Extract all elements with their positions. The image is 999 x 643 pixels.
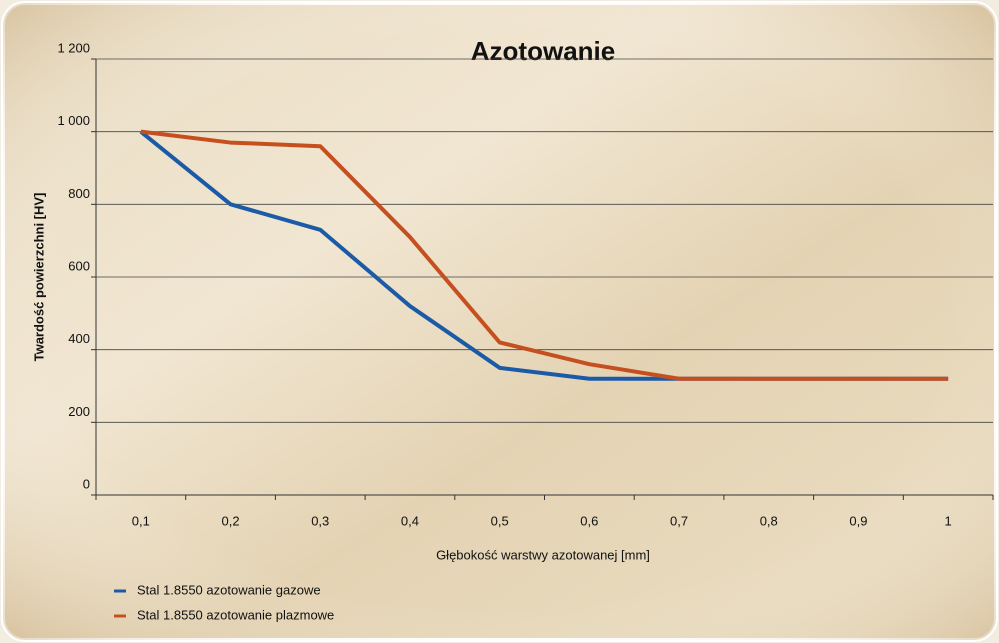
legend-label: Stal 1.8550 azotowanie plazmowe <box>137 607 334 622</box>
x-tick-label: 0,6 <box>580 513 598 528</box>
y-tick-label: 400 <box>68 331 90 346</box>
x-tick-label: 0,7 <box>670 513 688 528</box>
x-tick-label: 0,9 <box>849 513 867 528</box>
y-axis-label: Twardość powierzchni [HV] <box>31 193 46 362</box>
x-tick-label: 0,4 <box>401 513 419 528</box>
background-shade <box>3 3 996 640</box>
x-tick-label: 0,5 <box>491 513 509 528</box>
y-tick-label: 800 <box>68 186 90 201</box>
chart: Azotowanie Twardość powierzchni [HV] Głę… <box>0 0 999 643</box>
x-tick-label: 0,8 <box>760 513 778 528</box>
legend-label: Stal 1.8550 azotowanie gazowe <box>137 582 321 597</box>
y-tick-label: 1 000 <box>57 113 90 128</box>
y-tick-label: 200 <box>68 404 90 419</box>
y-tick-label: 600 <box>68 258 90 273</box>
y-tick-label: 1 200 <box>57 40 90 55</box>
x-tick-label: 1 <box>945 513 952 528</box>
x-axis-label: Głębokość warstwy azotowanej [mm] <box>436 547 650 562</box>
x-tick-label: 0,3 <box>311 513 329 528</box>
x-tick-label: 0,1 <box>132 513 150 528</box>
x-tick-label: 0,2 <box>222 513 240 528</box>
y-tick-label: 0 <box>83 476 90 491</box>
chart-title: Azotowanie <box>471 36 615 66</box>
